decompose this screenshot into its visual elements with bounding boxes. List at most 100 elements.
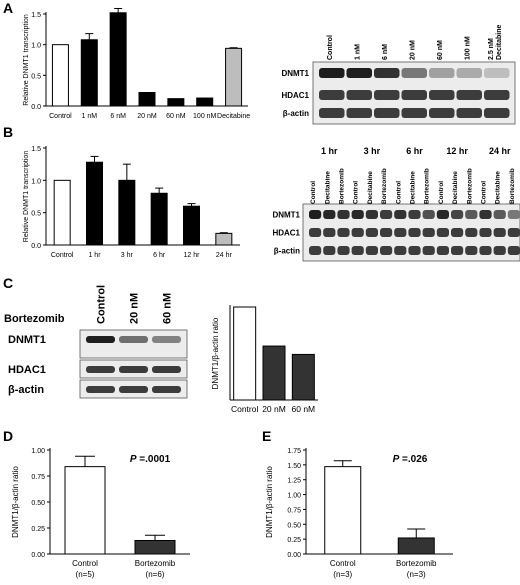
y-tick-label: 0.50 — [31, 500, 45, 507]
x-tick-label: 20 nM — [137, 113, 157, 120]
blot-band — [380, 228, 393, 237]
blot-band — [451, 228, 464, 237]
blot-lane-label: Bortezomib — [424, 168, 431, 204]
x-tick-label: 1 hr — [88, 252, 101, 259]
blot-row-label: HDAC1 — [272, 229, 300, 238]
blot-band — [422, 228, 435, 237]
blot-band — [309, 246, 322, 255]
y-tick-label: 1.5 — [31, 12, 41, 19]
blot-band — [408, 228, 421, 237]
y-tick-label: 1.25 — [287, 478, 301, 485]
y-tick-label: 1.75 — [287, 448, 301, 455]
x-tick-label: Control — [72, 559, 98, 568]
blot-lane-label: Control — [353, 181, 360, 204]
blot-lane-label: Control — [310, 181, 317, 204]
blot-lane-label: 1 nM — [354, 44, 361, 60]
blot-band — [380, 246, 393, 255]
blot-band — [401, 108, 427, 118]
bar-6 — [225, 47, 243, 107]
blot-band — [119, 336, 148, 343]
x-tick-label: (n=3) — [333, 570, 352, 579]
blot-band — [323, 228, 336, 237]
y-tick-label: 1.50 — [287, 463, 301, 470]
x-tick-label: Control — [49, 113, 72, 120]
y-tick-label: 1.0 — [31, 178, 41, 185]
blot-band — [451, 246, 464, 255]
x-tick-label: (n=5) — [76, 570, 95, 579]
blot-band — [323, 246, 336, 255]
blot-lane-label: 20 nM — [129, 293, 141, 324]
bar-0 — [324, 466, 362, 555]
blot-band — [319, 68, 345, 78]
timepoint-label: 12 hr — [446, 146, 468, 156]
blot-band — [351, 210, 364, 219]
blot-lane-label: Control — [481, 181, 488, 204]
blot-row-label: β-actin — [274, 247, 300, 256]
blot-band — [86, 386, 115, 393]
y-tick-label: 0.5 — [31, 211, 41, 218]
y-tick-label: 0.75 — [31, 474, 45, 481]
x-tick-label: Bortezomib — [396, 559, 437, 568]
blot-band — [394, 246, 407, 255]
western-blot-b: DNMT1 HDAC1 β-actin Control Decitabine Bortez… — [272, 146, 520, 262]
blot-band — [119, 386, 148, 393]
blot-band — [507, 228, 520, 237]
timepoint-label: 6 hr — [406, 146, 423, 156]
blot-row-label: DNMT1 — [272, 211, 300, 220]
bar-4 — [167, 98, 185, 107]
x-tick-label: 6 nM — [110, 113, 126, 120]
blot-lane-label: Decitabine — [367, 171, 374, 204]
bar-1 — [86, 161, 103, 246]
x-tick-label: 1 nM — [82, 113, 98, 120]
blot-band — [152, 366, 181, 373]
blot-band — [365, 228, 378, 237]
blot-band — [479, 210, 492, 219]
blot-band — [309, 228, 322, 237]
blot-lane-label: 2.5 nM — [488, 38, 495, 60]
blot-band — [429, 90, 455, 100]
y-tick-label: 0.25 — [287, 537, 301, 544]
blot-membrane — [79, 329, 188, 359]
blot-band — [429, 108, 455, 118]
blot-band — [309, 210, 322, 219]
blot-band — [456, 108, 482, 118]
x-tick-label: 20 nM — [262, 404, 286, 414]
western-blot-c: Bortezomib DNMT1 HDAC1 β-actin Control 20 nM 6… — [4, 285, 188, 399]
chart-d-patient-ratio: 0.00 0.25 0.50 0.75 1.00 DNMT1/β-actin ratio C… — [11, 448, 190, 579]
panel-label-b: B — [3, 124, 14, 140]
x-tick-label: Decitabine — [217, 113, 250, 120]
blot-band — [346, 108, 372, 118]
x-tick-label: (n=3) — [407, 570, 426, 579]
y-tick-label: 0.75 — [287, 507, 301, 514]
blot-band — [337, 210, 350, 219]
x-tick-label: 60 nM — [166, 113, 186, 120]
western-blot-a: DNMT1 HDAC1 β-actin Control 1 nM 6 nM 20 nM 60 … — [281, 24, 516, 125]
blot-band — [374, 108, 400, 118]
panel-label-a: A — [3, 0, 14, 16]
blot-band — [507, 210, 520, 219]
x-tick-label: 100 nM — [193, 113, 217, 120]
blot-lane-label: Decitabine — [496, 24, 503, 60]
blot-band — [422, 210, 435, 219]
x-tick-label: Bortezomib — [135, 559, 176, 568]
blot-lane-label: Control — [327, 35, 334, 60]
blot-band — [507, 246, 520, 255]
blot-band — [493, 228, 506, 237]
chart-e-patient-ratio: 0.00 0.25 0.50 0.75 1.00 1.25 1.50 1.75 DNMT1/β-… — [265, 448, 453, 579]
blot-band — [436, 228, 449, 237]
blot-lane-label: 6 nM — [382, 44, 389, 60]
blot-band — [479, 228, 492, 237]
bar-1 — [262, 345, 286, 401]
y-tick-label: 1.00 — [287, 493, 301, 500]
blot-band — [493, 246, 506, 255]
y-tick-label: 0.00 — [287, 552, 301, 559]
blot-lane-label: Control — [395, 181, 402, 204]
timepoint-label: 24 hr — [489, 146, 511, 156]
blot-band — [456, 68, 482, 78]
blot-band — [429, 68, 455, 78]
bar-5 — [196, 97, 214, 107]
x-tick-label: 60 nM — [292, 404, 316, 414]
blot-lane-label: Control — [438, 181, 445, 204]
p-value-annotation: P =.026 — [393, 454, 428, 465]
